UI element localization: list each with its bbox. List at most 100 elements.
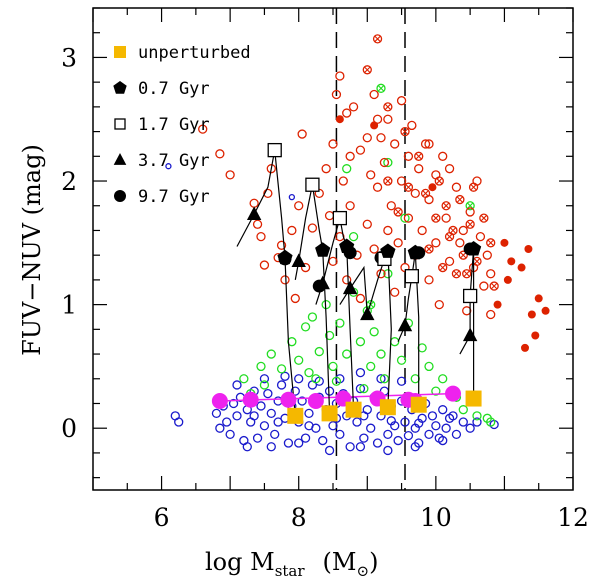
x-axis-title-unit-sub: ⊙	[356, 562, 369, 580]
blue-open-point	[324, 445, 335, 456]
blue-open-point	[300, 433, 311, 443]
legend-entry: 3.7 Gyr	[113, 151, 210, 171]
red-cross-point-cross	[374, 35, 381, 43]
red-open-point	[438, 151, 448, 161]
red-open-point	[338, 176, 348, 186]
legend-label: 1.7 Gyr	[138, 115, 210, 135]
blue-open-point	[294, 374, 304, 384]
green-open-point	[256, 361, 266, 372]
legend-entry: 0.7 Gyr	[113, 79, 210, 99]
blue-open-point	[252, 433, 263, 443]
red-cross-point-ring	[362, 65, 372, 75]
red-open-point	[451, 182, 462, 192]
blue-open-point	[215, 423, 225, 433]
red-cross-point	[455, 194, 465, 205]
blue-open-point	[273, 417, 283, 427]
gyr-1.7-point	[267, 142, 282, 158]
green-cross-point-cross	[377, 85, 385, 92]
green-open-point	[239, 374, 249, 384]
blue-open-point	[383, 429, 393, 440]
blue-open-point	[427, 411, 438, 421]
magenta-point	[211, 393, 228, 410]
red-open-point	[362, 133, 372, 143]
red-open-point	[362, 219, 372, 229]
red-open-point	[403, 213, 414, 223]
evolution-track	[236, 149, 296, 416]
red-cross-point	[465, 219, 475, 229]
red-cross-point-cross	[384, 177, 392, 185]
red-open-point	[249, 198, 259, 208]
blue-open-point	[259, 421, 270, 431]
red-cross-point	[444, 231, 455, 242]
blue-small-point	[288, 193, 296, 201]
green-open-point	[259, 380, 270, 390]
red-open-point	[444, 164, 455, 174]
red-open-point	[462, 306, 472, 316]
red-open-point	[263, 188, 273, 199]
red-open-point	[379, 157, 390, 168]
x-axis-title: log Mstar (M⊙)	[205, 548, 378, 580]
red-open-point	[417, 225, 427, 236]
red-cross-point	[420, 188, 431, 199]
green-open-point	[472, 411, 482, 421]
red-cross-point-ring	[468, 182, 479, 192]
red-cross-point	[468, 182, 479, 192]
x-axis-title-unit-close: )	[369, 548, 378, 576]
blue-open-point	[438, 435, 448, 446]
legend-entry: 9.7 Gyr	[114, 187, 210, 207]
blue-open-point	[318, 435, 328, 446]
red-filled-point	[534, 294, 543, 303]
green-open-point	[431, 386, 441, 396]
x-axis-title-unit-open: (M	[323, 548, 357, 576]
red-cross-point-ring	[424, 244, 434, 254]
red-cross-point-cross	[456, 196, 464, 203]
red-cross-point	[400, 126, 410, 137]
red-open-point	[420, 139, 431, 149]
unperturbed-point	[287, 407, 304, 424]
red-cross-point-ring	[451, 269, 462, 279]
green-open-point	[266, 349, 276, 359]
red-cross-point-ring	[438, 262, 448, 273]
blue-open-point	[256, 401, 266, 411]
gyr-1.7-point	[462, 288, 478, 304]
blue-open-point	[266, 442, 276, 452]
red-cross-point-ring	[431, 213, 441, 223]
blue-open-point	[290, 386, 300, 396]
red-cross-point	[383, 102, 393, 112]
gyr-0.7-point	[315, 242, 331, 257]
magenta-point	[242, 391, 259, 408]
red-cross-point-cross	[487, 239, 494, 247]
red-open-point	[372, 114, 383, 124]
axis-titles: FUV−NUV (mag) log Mstar (M⊙)	[18, 144, 378, 580]
gyr-3.7-point	[462, 327, 478, 342]
red-open-point	[225, 170, 235, 180]
red-open-point	[266, 164, 276, 174]
gyr-3.7-point	[291, 253, 306, 267]
red-cross-point-ring	[414, 151, 424, 161]
red-cross-point	[462, 269, 472, 279]
red-open-point	[414, 164, 424, 174]
evolution-track	[294, 184, 331, 414]
red-open-point	[458, 225, 468, 236]
green-cross-point-ring	[465, 201, 475, 211]
blue-open-point	[414, 418, 424, 428]
red-cross-point-ring	[383, 102, 393, 112]
red-cross-point-ring	[489, 281, 499, 291]
blue-open-point	[280, 371, 290, 381]
red-cross-point-ring	[444, 231, 455, 242]
red-open-point	[369, 89, 379, 100]
blue-open-point	[396, 376, 407, 386]
red-open-point	[345, 201, 355, 211]
blue-open-point	[263, 388, 273, 399]
legend-label: unperturbed	[138, 43, 251, 63]
blue-open-point	[249, 411, 259, 421]
green-open-point	[383, 269, 393, 279]
blue-open-point	[410, 442, 420, 452]
red-filled-point	[541, 306, 550, 315]
legend-marker	[114, 118, 126, 130]
red-filled-point	[370, 121, 379, 130]
blue-open-point	[359, 433, 369, 443]
red-cross-point-cross	[453, 270, 460, 277]
red-open-point	[486, 309, 496, 320]
red-cross-point-cross	[480, 214, 488, 222]
